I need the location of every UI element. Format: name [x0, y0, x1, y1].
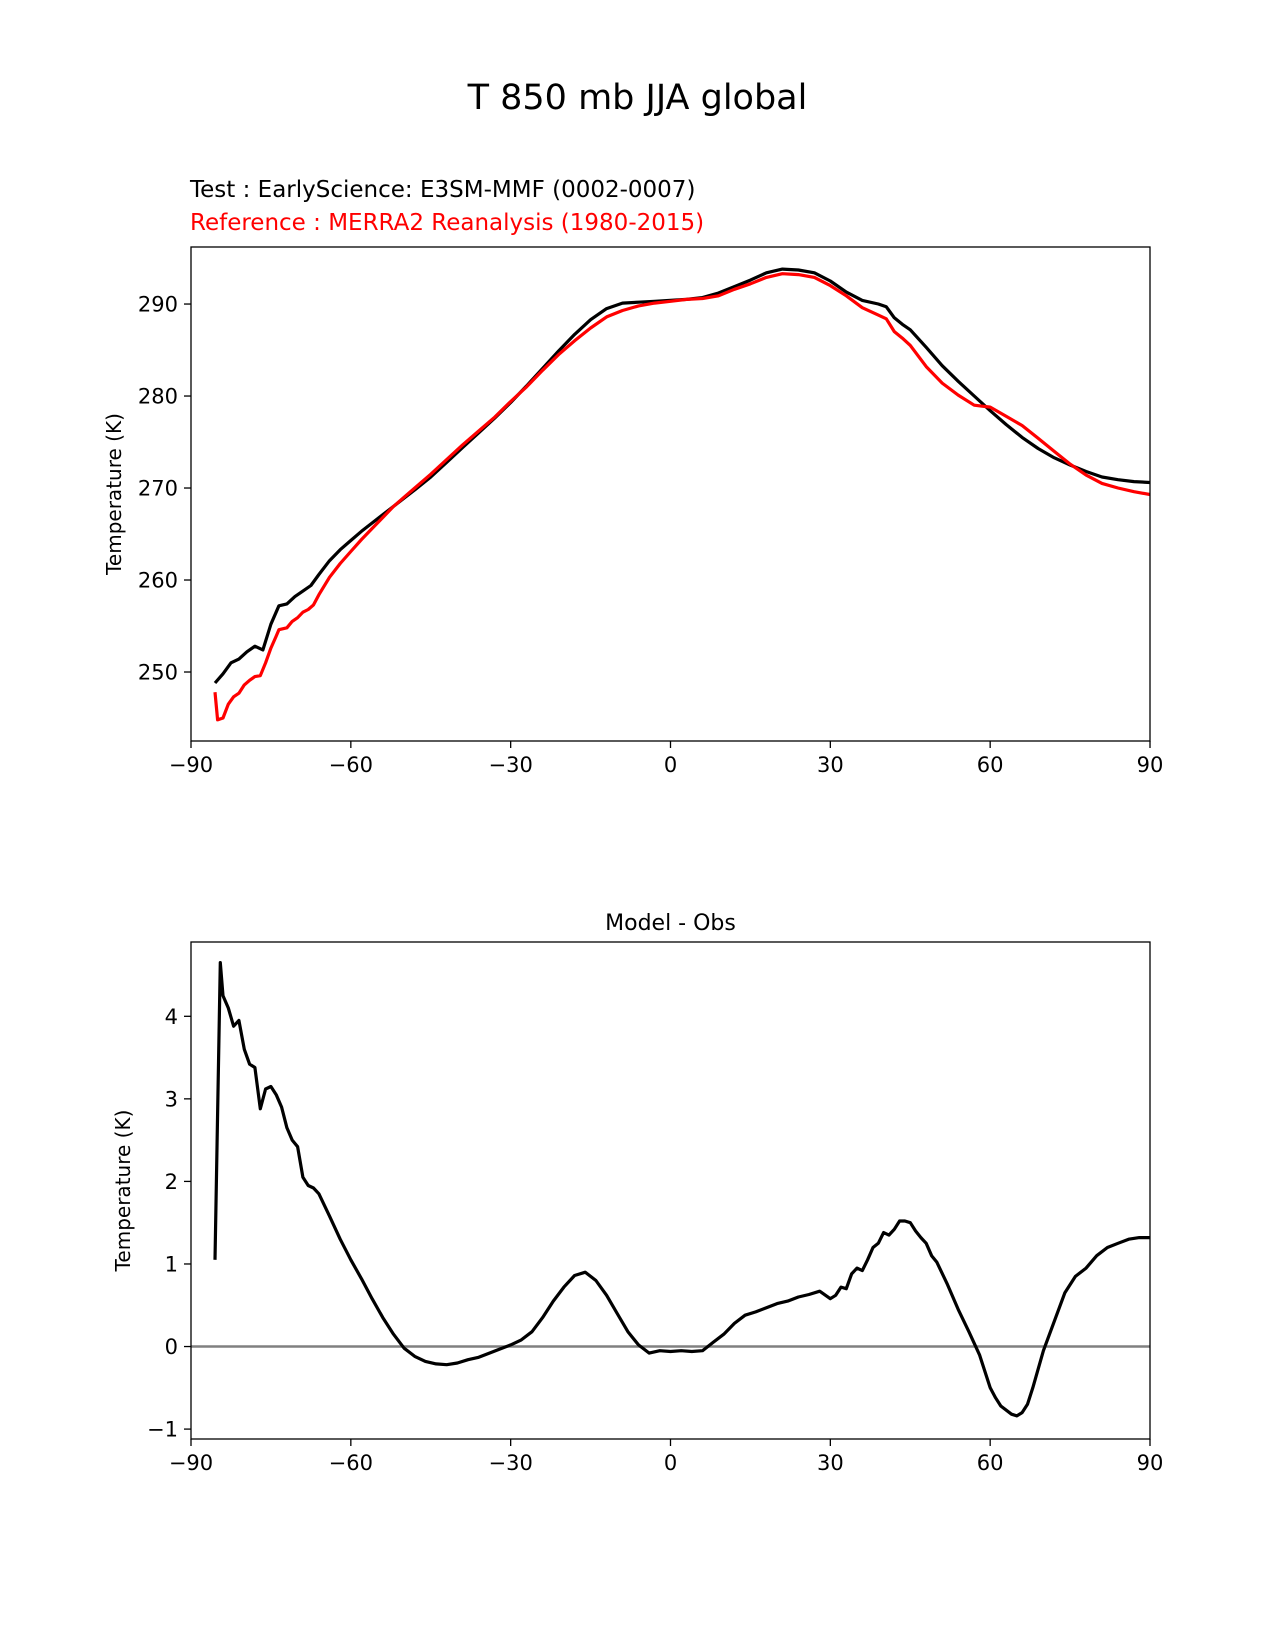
x-tick-label: 60 [977, 753, 1004, 777]
test-series-line [213, 267, 1150, 685]
x-tick-label: −30 [489, 753, 533, 777]
y-axis-label: Temperature (K) [111, 1110, 135, 1273]
x-tick-label: 30 [817, 1451, 844, 1475]
x-tick-label: −90 [169, 753, 213, 777]
y-tick-label: 250 [138, 661, 178, 685]
x-tick-label: −30 [489, 1451, 533, 1475]
y-tick-label: 280 [138, 385, 178, 409]
test-legend-label: Test : EarlyScience: E3SM-MMF (0002-0007… [189, 177, 695, 203]
subplot-title: Model - Obs [605, 911, 736, 936]
x-tick-label: −90 [169, 1451, 213, 1475]
x-tick-label: −60 [329, 753, 373, 777]
reference-legend-label: Reference : MERRA2 Reanalysis (1980-2015… [190, 210, 704, 236]
x-tick-label: 90 [1137, 1451, 1164, 1475]
y-tick-label: 1 [165, 1252, 178, 1276]
y-tick-label: 260 [138, 569, 178, 593]
y-tick-label: 2 [165, 1170, 178, 1194]
x-tick-label: 30 [817, 753, 844, 777]
axes-frame [190, 246, 1151, 742]
top-plot-panel: Temperature (K) −90 −60 −30 0 30 60 90 250 260 270… [102, 246, 1164, 777]
axes-frame [190, 941, 1151, 1440]
reference-series-line [213, 272, 1150, 722]
x-tick-label: 0 [664, 1451, 677, 1475]
x-tick-label: 0 [664, 753, 677, 777]
y-tick-label: −1 [147, 1418, 178, 1442]
figure-title: T 850 mb JJA global [467, 78, 808, 118]
y-tick-label: 270 [138, 477, 178, 501]
x-tick-label: 90 [1137, 753, 1164, 777]
y-tick-label: 4 [165, 1005, 178, 1029]
model-minus-obs-line [213, 960, 1150, 1418]
y-tick-label: 290 [138, 293, 178, 317]
y-tick-label: 3 [165, 1087, 178, 1111]
x-tick-label: −60 [329, 1451, 373, 1475]
y-tick-label: 0 [165, 1335, 178, 1359]
y-axis-label: Temperature (K) [102, 413, 126, 576]
x-tick-label: 60 [977, 1451, 1004, 1475]
